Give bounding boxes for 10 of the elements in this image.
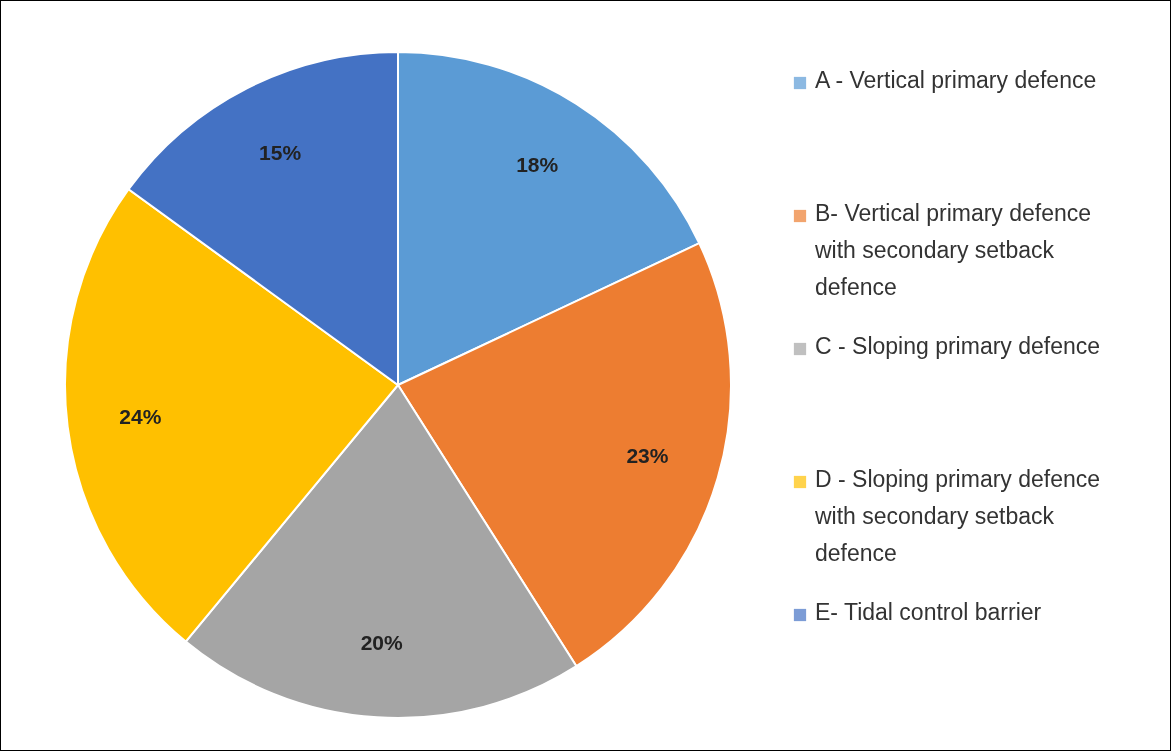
legend-label: A - Vertical primary defence (815, 67, 1097, 93)
data-label: 20% (360, 631, 404, 655)
legend-label: E- Tidal control barrier (815, 599, 1042, 625)
data-label: 18% (516, 152, 559, 176)
data-label: 15% (259, 140, 302, 164)
data-label: 23% (626, 444, 669, 468)
legend-label: B- Vertical primary defence with secondary setback defence (814, 200, 1092, 300)
legend-label: C - Sloping primary defence (815, 333, 1101, 359)
legend-label: D - Sloping primary defence with secondary setback defence (814, 466, 1101, 566)
data-label: 24% (119, 404, 162, 428)
